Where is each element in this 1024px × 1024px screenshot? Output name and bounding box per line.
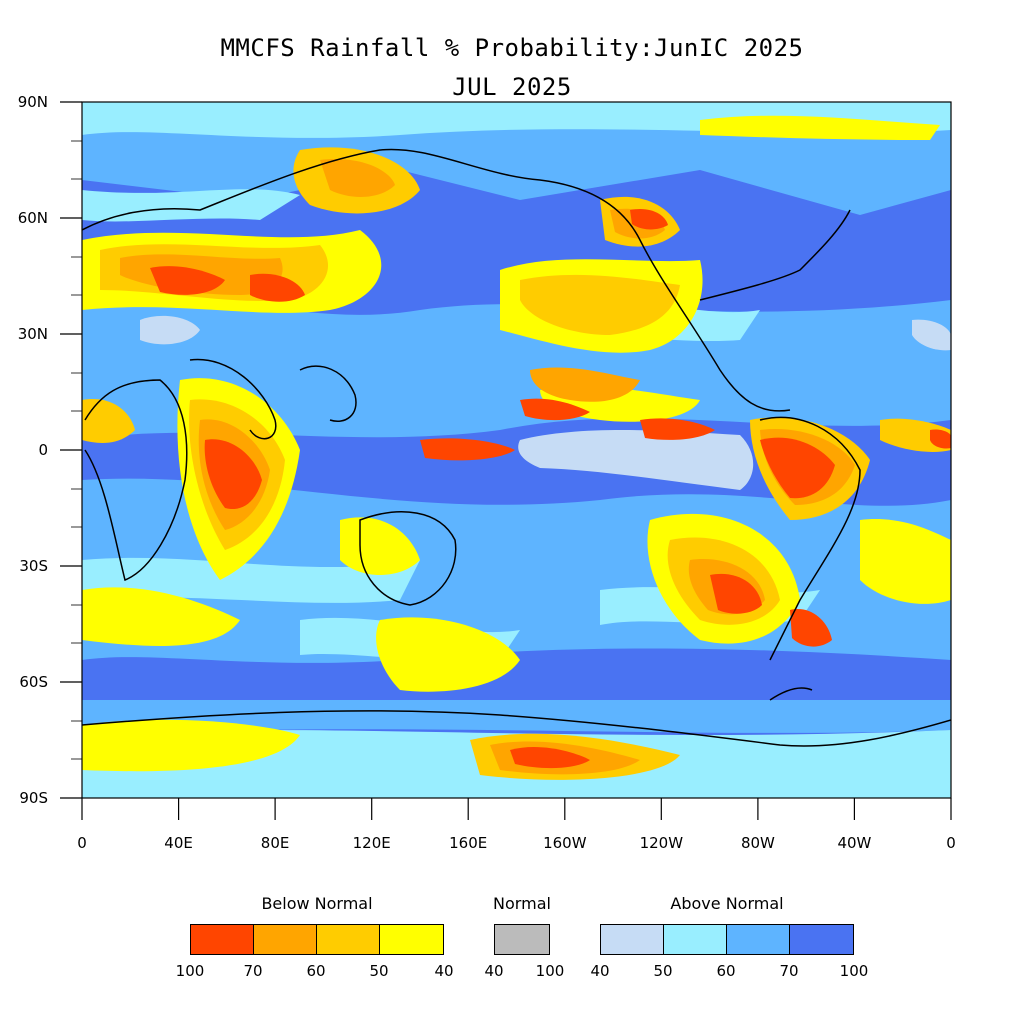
lat-label: 60N — [18, 209, 48, 227]
legend-swatch-above-50-60 — [663, 924, 727, 955]
lon-label: 80E — [261, 834, 290, 852]
lon-label: 160E — [449, 834, 487, 852]
legend-swatch-below-50-40 — [379, 924, 444, 955]
lon-label: 80W — [741, 834, 775, 852]
legend-tick: 60 — [716, 962, 736, 980]
lat-label: 30S — [19, 557, 48, 575]
lat-label: 0 — [38, 441, 48, 459]
lon-label: 0 — [77, 834, 87, 852]
legend-tick: 70 — [779, 962, 799, 980]
lon-label: 0 — [946, 834, 956, 852]
legend-normal-title: Normal — [493, 894, 551, 913]
lat-labels: 90N 60N 30N 0 30S 60S 90S — [18, 93, 48, 807]
legend-tick: 50 — [653, 962, 673, 980]
lat-label: 30N — [18, 325, 48, 343]
legend-below-normal-title: Below Normal — [261, 894, 373, 913]
lon-label: 40E — [164, 834, 193, 852]
legend-tick: 100 — [535, 962, 565, 980]
lat-label: 90N — [18, 93, 48, 111]
below-normal-70-region — [150, 208, 951, 769]
lon-label: 160W — [543, 834, 587, 852]
legend-tick: 40 — [484, 962, 504, 980]
lat-ticks — [60, 101, 82, 799]
coastlines — [82, 148, 951, 747]
map-title: MMCFS Rainfall % Probability:JunIC 2025 — [220, 34, 804, 62]
legend-swatch-normal — [494, 924, 550, 955]
lon-ticks — [81, 798, 952, 820]
legend-tick: 70 — [243, 962, 263, 980]
legend-swatch-above-60-70 — [726, 924, 790, 955]
map-subtitle: JUL 2025 — [452, 73, 572, 101]
lat-label: 60S — [19, 673, 48, 691]
lon-label: 40W — [837, 834, 871, 852]
above-normal-40-region — [140, 315, 951, 490]
legend-tick: 60 — [306, 962, 326, 980]
legend-swatch-above-70-100 — [789, 924, 854, 955]
legend-swatch-below-100-70 — [190, 924, 254, 955]
lon-label: 120E — [353, 834, 391, 852]
probability-map: 90N 60N 30N 0 30S 60S 90S 0 40E 80E 120E… — [18, 93, 956, 852]
lon-label: 120W — [640, 834, 684, 852]
legend-tick: 100 — [839, 962, 869, 980]
legend-tick: 40 — [434, 962, 454, 980]
lon-labels: 0 40E 80E 120E 160E 160W 120W 80W 40W 0 — [77, 834, 956, 852]
legend-swatch-above-40-50 — [600, 924, 664, 955]
lat-label: 90S — [19, 789, 48, 807]
lat-minor-ticks — [71, 140, 82, 760]
legend-swatch-below-70-60 — [253, 924, 317, 955]
legend-tick: 40 — [590, 962, 610, 980]
legend-above-normal-title: Above Normal — [670, 894, 784, 913]
legend-tick: 50 — [369, 962, 389, 980]
legend-swatch-below-60-50 — [316, 924, 380, 955]
legend-tick: 100 — [175, 962, 205, 980]
